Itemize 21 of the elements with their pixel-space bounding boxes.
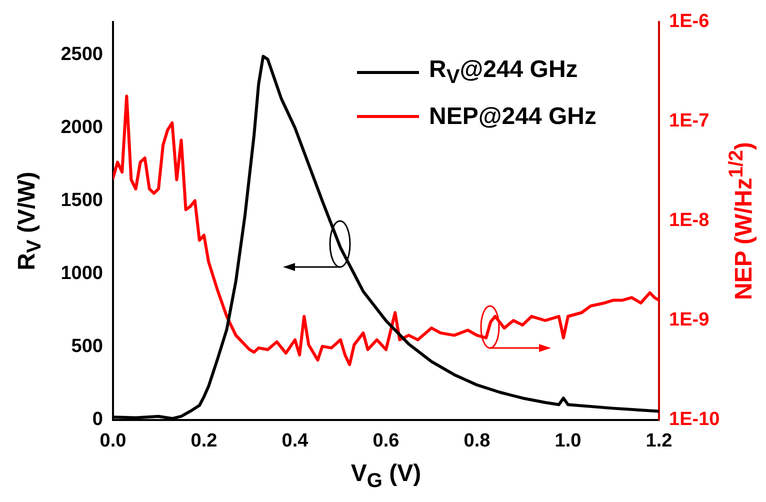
- y2-tick-label: 1E-7: [669, 110, 710, 132]
- y2-tick-label: 1E-6: [669, 11, 710, 32]
- y-tick-label: 2500: [60, 44, 103, 66]
- legend-label: R$_{V}$@244 GHz: [429, 56, 578, 89]
- y2-tick-label: 1E-10: [669, 409, 720, 430]
- y2-tick-label: 1E-9: [669, 310, 710, 331]
- x-tick-label: 0.4: [282, 430, 309, 452]
- x-tick-label: 0.0: [100, 430, 126, 452]
- x-tick-label: 1.0: [554, 430, 582, 452]
- y-tick-label: 0: [92, 409, 103, 430]
- x-tick-label: 0.6: [372, 430, 400, 452]
- y-tick-label: 1000: [60, 263, 103, 284]
- x-tick-label: 0.8: [464, 430, 490, 452]
- y-tick-label: 2000: [60, 117, 103, 138]
- legend-label: NEP@244 GHz: [429, 102, 596, 131]
- x-tick-label: 0.2: [190, 430, 218, 452]
- x-tick-label: 1.2: [646, 430, 672, 452]
- y-tick-label: 1500: [60, 190, 103, 212]
- y-tick-label: 500: [71, 336, 103, 358]
- y2-tick-label: 1E-8: [669, 210, 710, 232]
- x-axis-title: V$_{G}$ (V): [350, 460, 422, 493]
